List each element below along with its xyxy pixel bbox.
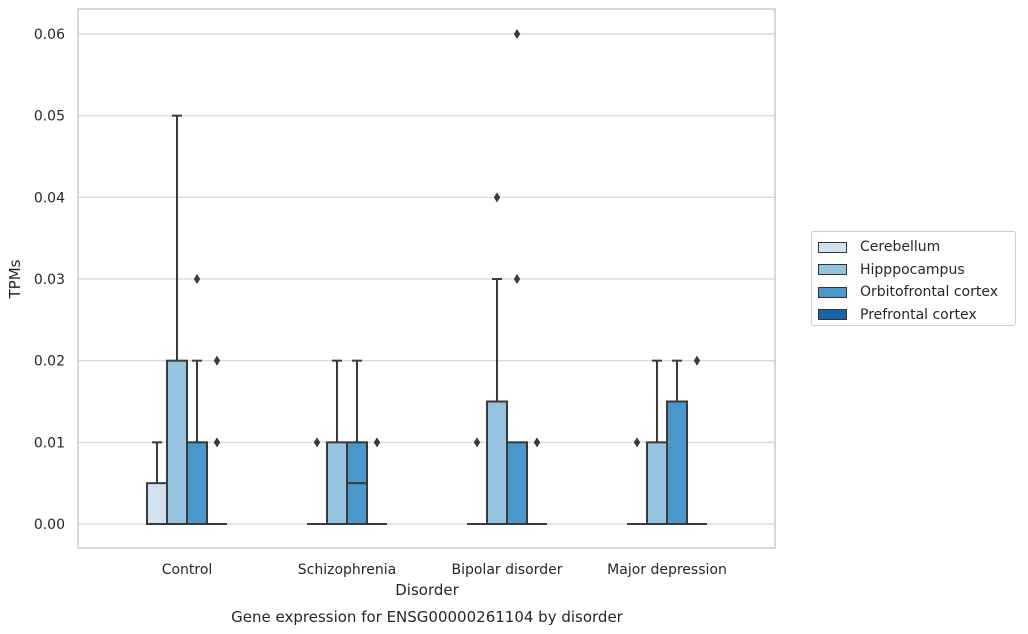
box-1-0 xyxy=(166,114,188,525)
box-3-3 xyxy=(687,355,707,525)
outlier-point xyxy=(513,274,521,284)
legend-item: Hipppocampus xyxy=(818,259,1015,282)
chart-caption: Gene expression for ENSG00000261104 by d… xyxy=(231,608,624,626)
legend-swatch xyxy=(818,286,847,298)
plot-frame xyxy=(77,8,776,549)
legend-label: Hipppocampus xyxy=(860,261,965,278)
x-tick-labels: Control Schizophrenia Bipolar disorder Majo… xyxy=(162,562,727,578)
outlier-point xyxy=(473,437,481,448)
box-0-3 xyxy=(627,437,647,525)
outlier-point xyxy=(373,437,381,448)
box-3-0 xyxy=(207,355,227,525)
legend-label: Prefrontal cortex xyxy=(860,306,977,323)
box-body xyxy=(186,441,208,526)
outlier-point xyxy=(693,355,701,366)
y-axis-label: TPMs xyxy=(6,259,24,299)
legend-item: Cerebellum xyxy=(818,236,1015,259)
legend-swatch xyxy=(818,309,847,321)
box-2-3 xyxy=(666,359,688,525)
x-tick-label: Control xyxy=(162,562,213,578)
box-body xyxy=(146,482,168,525)
box-body xyxy=(326,441,348,526)
box-3-1 xyxy=(367,437,387,525)
outlier-point xyxy=(213,437,221,448)
y-tick-label: 0.04 xyxy=(34,190,65,206)
box-1-2 xyxy=(486,192,508,525)
box-body xyxy=(506,441,528,526)
y-tick-label: 0.01 xyxy=(34,435,65,451)
legend-label: Cerebellum xyxy=(860,239,941,256)
box-0-1 xyxy=(307,437,327,525)
box-body xyxy=(486,400,508,525)
box-2-0 xyxy=(186,274,208,526)
legend-swatch xyxy=(818,241,847,253)
box-0-0 xyxy=(146,441,168,525)
outlier-point xyxy=(193,274,201,284)
box-1-3 xyxy=(646,359,668,526)
box-body xyxy=(666,400,688,525)
box-body xyxy=(166,359,188,525)
plot-boxes xyxy=(146,29,707,526)
legend-label: Orbitofrontal cortex xyxy=(860,284,998,301)
box-0-2 xyxy=(467,437,487,525)
box-2-1 xyxy=(346,359,368,526)
y-tick-label: 0.06 xyxy=(34,27,65,43)
outlier-point xyxy=(493,192,501,203)
legend-swatch xyxy=(818,264,847,276)
y-tick-label: 0.05 xyxy=(34,109,65,125)
outlier-point xyxy=(513,29,521,39)
x-tick-label: Major depression xyxy=(607,562,727,578)
outlier-point xyxy=(213,355,221,366)
legend-item: Orbitofrontal cortex xyxy=(818,281,1015,304)
outlier-point xyxy=(533,437,541,448)
x-axis-label: Disorder xyxy=(395,581,459,599)
box-2-2 xyxy=(506,29,528,526)
outlier-point xyxy=(633,437,641,448)
legend: Cerebellum Hipppocampus Orbitofrontal cort… xyxy=(811,231,1016,326)
box-1-1 xyxy=(326,359,348,526)
y-tick-label: 0.02 xyxy=(34,354,65,370)
x-tick-label: Bipolar disorder xyxy=(451,562,562,578)
x-tick-label: Schizophrenia xyxy=(298,562,396,578)
legend-item: Prefrontal cortex xyxy=(818,304,1015,327)
box-body xyxy=(646,441,668,526)
y-tick-label: 0.00 xyxy=(34,517,65,533)
box-3-2 xyxy=(527,437,547,525)
y-tick-label: 0.03 xyxy=(34,272,65,288)
y-tick-labels: 0.00 0.01 0.02 0.03 0.04 0.05 0.06 xyxy=(34,27,65,533)
outlier-point xyxy=(313,437,321,448)
